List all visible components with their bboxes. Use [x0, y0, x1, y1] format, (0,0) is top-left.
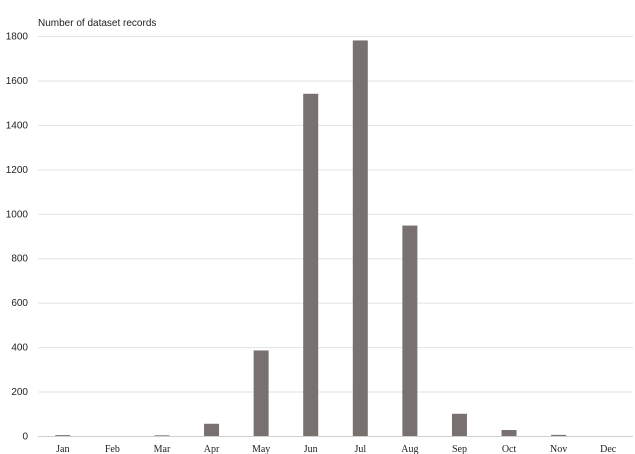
x-tick-label-oct: Oct [502, 444, 517, 454]
gridlines [38, 36, 633, 437]
bar-aug [402, 225, 418, 436]
y-tick-label: 1600 [6, 76, 29, 87]
x-tick-label-nov: Nov [550, 444, 567, 454]
bar-oct [501, 430, 517, 436]
bar-apr [204, 423, 220, 436]
y-tick-label: 1800 [6, 32, 29, 43]
x-tick-label-mar: Mar [154, 444, 171, 454]
x-tick-label-jul: Jul [354, 444, 366, 454]
y-tick-label: 600 [11, 298, 28, 309]
y-tick-label: 1200 [6, 165, 29, 176]
bar-jul [352, 40, 368, 436]
y-tick-label: 400 [11, 343, 28, 354]
bar-jan [55, 435, 71, 436]
x-tick-label-feb: Feb [105, 444, 120, 454]
y-tick-label: 1000 [6, 209, 29, 220]
bar-nov [551, 434, 567, 436]
bars [55, 40, 567, 437]
x-tick-label-may: May [252, 444, 270, 454]
y-tick-label: 800 [11, 254, 28, 265]
y-tick-label: 1400 [6, 120, 29, 131]
bar-sep [451, 413, 467, 436]
x-tick-label-sep: Sep [452, 444, 467, 454]
y-axis-title: Number of dataset records [38, 18, 156, 29]
x-tick-label-dec: Dec [600, 444, 617, 454]
x-tick-label-jun: Jun [304, 444, 318, 454]
x-tick-label-apr: Apr [204, 444, 220, 454]
bar-may [253, 350, 269, 436]
y-axis-ticks: 0 200 400 600 800 1000 1200 1400 1600 1800 [6, 32, 29, 443]
y-tick-label: 0 [22, 432, 28, 443]
x-tick-label-jan: Jan [56, 444, 69, 454]
bar-jun [303, 93, 319, 437]
y-tick-label: 200 [11, 387, 28, 398]
bar-mar [154, 435, 170, 436]
x-axis-ticks: Jan Feb Mar Apr May Jun Jul Aug Sep Oct Nov Dec [56, 444, 617, 454]
x-tick-label-aug: Aug [401, 444, 418, 454]
